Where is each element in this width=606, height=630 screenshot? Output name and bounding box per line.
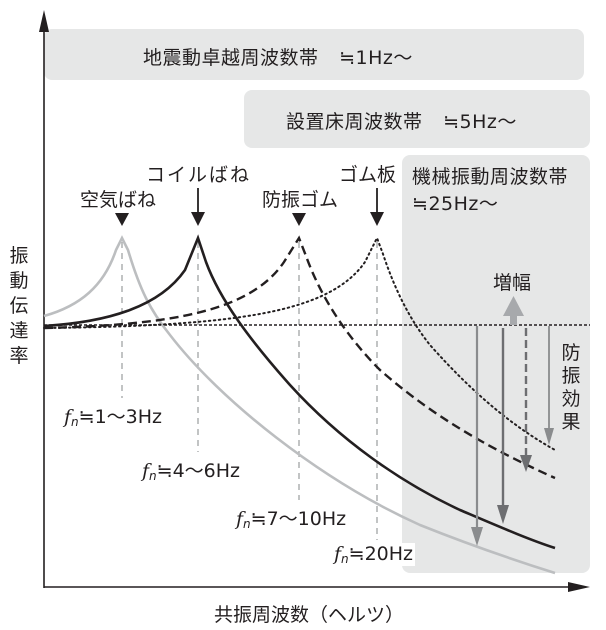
earthquake-band-range: ≒1Hz〜 — [339, 47, 413, 69]
earthquake-band — [44, 29, 584, 80]
rubber-isolator-fn-label: fn≒7〜10Hz — [236, 508, 347, 531]
floor-band-range: ≒5Hz〜 — [443, 111, 517, 133]
rubber-isolator-marker-icon — [292, 213, 306, 226]
coil-spring-label: コイルばね — [146, 164, 252, 186]
x-axis-label: 共振周波数（ヘルツ） — [214, 604, 405, 626]
natural-frequency-markers — [121, 242, 378, 540]
y-axis-label: 振 動 伝 達 率 — [9, 245, 29, 367]
earthquake-band-label: 地震動卓越周波数帯 ≒1Hz〜 — [143, 43, 413, 70]
isolation-effect-arrows — [471, 326, 554, 546]
rubber-pad-label: ゴム板 — [339, 164, 397, 186]
amplification-label: 増幅 — [493, 272, 532, 294]
rubber-isolator-curve — [43, 235, 556, 480]
rubber-pad-pointer-icon — [370, 212, 384, 226]
air-spring-marker-icon — [115, 213, 129, 226]
floor-band — [244, 90, 590, 148]
amplification-arrow-icon — [503, 296, 524, 316]
floor-band-label: 設置床周波数帯 ≒5Hz〜 — [286, 107, 517, 134]
coil-spring-pointer-icon — [191, 212, 205, 226]
isolation-effect-label: 防 振 効 果 — [561, 342, 581, 433]
x-axis-arrow-icon — [568, 582, 590, 592]
rubber-isolator-label: 防振ゴム — [262, 189, 339, 211]
air-spring-label: 空気ばね — [80, 189, 157, 211]
rubber-pad-curve — [43, 235, 556, 451]
earthquake-band-name: 地震動卓越周波数帯 — [143, 47, 319, 69]
floor-band-name: 設置床周波数帯 — [286, 111, 423, 133]
y-axis-arrow-icon — [39, 10, 49, 32]
rubber-pad-fn-label: fn≒20Hz — [334, 543, 416, 566]
air-spring-curve — [43, 235, 556, 575]
coil-spring-fn-label: fn≒4〜6Hz — [142, 460, 241, 483]
machine-band — [402, 155, 590, 573]
air-spring-fn-label: fn≒1〜3Hz — [64, 406, 163, 429]
machine-band-range: ≒25Hz〜 — [412, 193, 499, 215]
machine-band-name: 機械振動周波数帯 — [412, 166, 569, 188]
